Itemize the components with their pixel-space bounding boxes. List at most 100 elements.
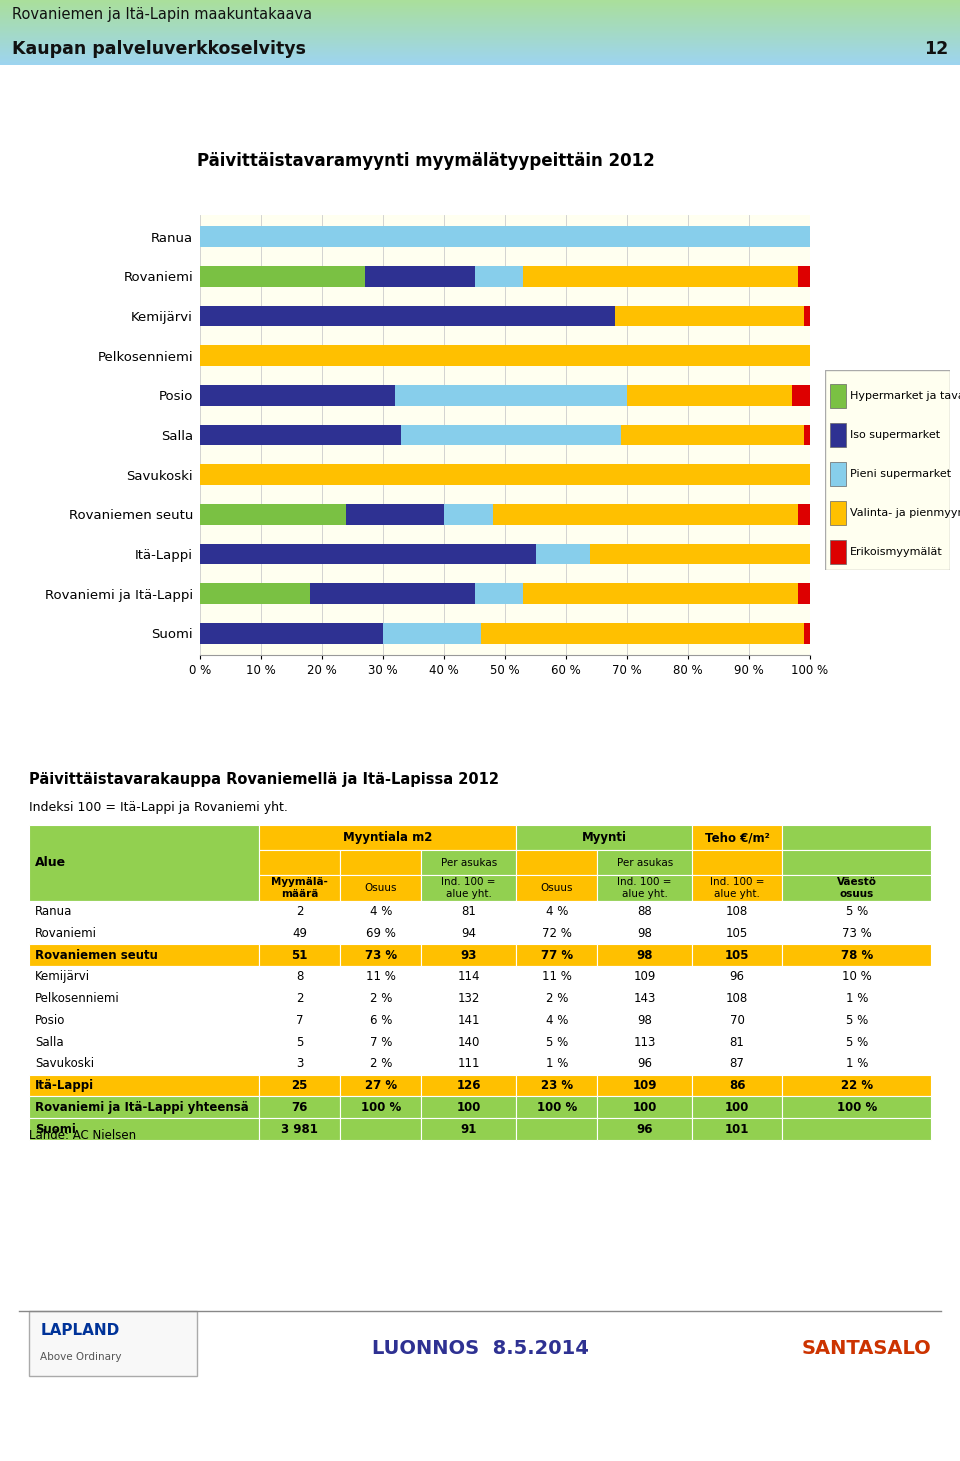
Text: 100: 100: [633, 1100, 657, 1113]
Bar: [421, 850, 516, 875]
Text: Indeksi 100 = Itä-Lappi ja Rovaniemi yht.: Indeksi 100 = Itä-Lappi ja Rovaniemi yht…: [29, 801, 288, 814]
Text: Kemijärvi: Kemijärvi: [36, 970, 90, 983]
Bar: [692, 1118, 782, 1140]
Bar: [798, 504, 810, 524]
Text: 2 %: 2 %: [370, 992, 392, 1005]
Text: 12: 12: [924, 39, 948, 58]
Bar: [597, 875, 692, 900]
Bar: [29, 1096, 259, 1118]
Bar: [782, 1075, 931, 1096]
Bar: [516, 922, 597, 944]
Bar: [516, 875, 597, 900]
Text: 70: 70: [730, 1014, 745, 1027]
Text: LAPLAND: LAPLAND: [40, 1322, 120, 1337]
Bar: [200, 465, 810, 485]
Text: Päivittäistavarakauppa Rovaniemellä ja Itä-Lapissa 2012: Päivittäistavarakauppa Rovaniemellä ja I…: [29, 771, 499, 787]
Bar: [782, 966, 931, 988]
Text: 109: 109: [634, 970, 656, 983]
Text: 91: 91: [461, 1122, 477, 1135]
Bar: [782, 944, 931, 966]
Bar: [782, 922, 931, 944]
Text: 3 981: 3 981: [281, 1122, 318, 1135]
Text: 73 %: 73 %: [842, 926, 872, 939]
Bar: [365, 266, 474, 286]
Bar: [259, 825, 516, 850]
Text: 81: 81: [462, 904, 476, 918]
Bar: [421, 1118, 516, 1140]
Text: 143: 143: [634, 992, 656, 1005]
Bar: [597, 850, 692, 875]
Text: 4 %: 4 %: [545, 1014, 568, 1027]
Text: 108: 108: [726, 992, 748, 1005]
Bar: [597, 900, 692, 922]
Text: Per asukas: Per asukas: [616, 858, 673, 868]
Text: Pieni supermarket: Pieni supermarket: [850, 469, 951, 479]
Text: Päivittäistavaramyynti myymälätyypeittäin 2012: Päivittäistavaramyynti myymälätyypeittäi…: [197, 152, 655, 169]
Text: 98: 98: [637, 926, 652, 939]
Bar: [259, 1031, 340, 1053]
Text: 77 %: 77 %: [540, 948, 573, 961]
Text: 105: 105: [726, 926, 748, 939]
Bar: [421, 1096, 516, 1118]
Bar: [782, 875, 931, 900]
Bar: [798, 583, 810, 603]
Bar: [692, 922, 782, 944]
Bar: [692, 1053, 782, 1075]
Text: Rovaniemen ja Itä-Lapin maakuntakaava: Rovaniemen ja Itä-Lapin maakuntakaava: [12, 7, 312, 22]
Bar: [782, 1031, 931, 1053]
Bar: [396, 386, 627, 406]
Bar: [830, 424, 847, 447]
Bar: [798, 266, 810, 286]
Text: 2 %: 2 %: [545, 992, 568, 1005]
Bar: [597, 944, 692, 966]
Text: 126: 126: [456, 1080, 481, 1091]
Text: 1 %: 1 %: [545, 1058, 568, 1071]
Bar: [516, 966, 597, 988]
Text: 98: 98: [637, 1014, 652, 1027]
Bar: [516, 900, 597, 922]
Bar: [310, 583, 474, 603]
Bar: [383, 622, 481, 643]
Text: 25: 25: [291, 1080, 308, 1091]
Bar: [259, 944, 340, 966]
Bar: [597, 922, 692, 944]
Bar: [200, 504, 347, 524]
Text: 22 %: 22 %: [841, 1080, 873, 1091]
Bar: [259, 922, 340, 944]
Bar: [200, 305, 614, 326]
Bar: [200, 425, 401, 446]
Bar: [421, 966, 516, 988]
Text: 78 %: 78 %: [841, 948, 873, 961]
Bar: [692, 900, 782, 922]
Bar: [516, 988, 597, 1010]
Bar: [340, 1096, 421, 1118]
Bar: [259, 850, 340, 875]
Text: Ind. 100 =
alue yht.: Ind. 100 = alue yht.: [617, 877, 672, 899]
Bar: [597, 966, 692, 988]
Text: 72 %: 72 %: [541, 926, 571, 939]
Text: Myyntiala m2: Myyntiala m2: [343, 831, 432, 844]
Bar: [340, 1010, 421, 1031]
Text: 7 %: 7 %: [370, 1036, 392, 1049]
Bar: [782, 1118, 931, 1140]
Text: 3: 3: [296, 1058, 303, 1071]
Bar: [516, 1053, 597, 1075]
Bar: [200, 266, 365, 286]
Text: Kaupan palveluverkkoselvitys: Kaupan palveluverkkoselvitys: [12, 39, 305, 58]
Text: 1 %: 1 %: [846, 1058, 868, 1071]
Bar: [421, 1010, 516, 1031]
Bar: [692, 1075, 782, 1096]
Text: Valinta- ja pienmyymälät: Valinta- ja pienmyymälät: [850, 508, 960, 519]
Bar: [340, 922, 421, 944]
Text: Iso supermarket: Iso supermarket: [850, 430, 940, 440]
Text: Erikoismyymälät: Erikoismyymälät: [850, 546, 943, 557]
Text: Rovaniemen seutu: Rovaniemen seutu: [36, 948, 158, 961]
Bar: [259, 875, 340, 900]
Text: Ranua: Ranua: [36, 904, 73, 918]
Bar: [421, 875, 516, 900]
Text: 109: 109: [633, 1080, 657, 1091]
Text: 94: 94: [461, 926, 476, 939]
Bar: [421, 988, 516, 1010]
Text: Posio: Posio: [36, 1014, 65, 1027]
Text: 49: 49: [292, 926, 307, 939]
